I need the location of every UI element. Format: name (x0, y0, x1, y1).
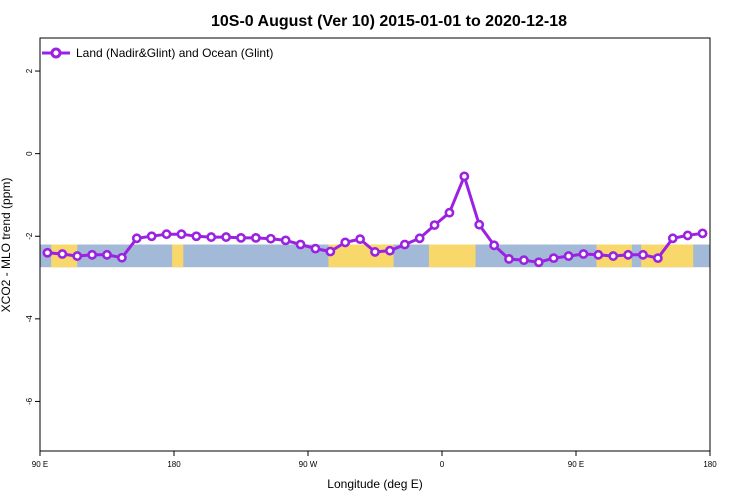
y-tick-label: -2 (25, 232, 34, 240)
data-point (593, 249, 604, 260)
y-tick-label: -6 (25, 397, 34, 405)
land-region (641, 244, 694, 268)
x-tick-label: 90 W (299, 460, 318, 469)
data-point (87, 249, 98, 260)
data-point (131, 233, 142, 244)
plot-frame (39, 37, 711, 452)
data-point (116, 252, 127, 263)
data-point (340, 237, 351, 248)
data-point (548, 253, 559, 264)
data-point (161, 229, 172, 240)
data-point (414, 233, 425, 244)
data-point (176, 229, 187, 240)
y-axis-label: XCO2 - MLO trend (ppm) (0, 178, 13, 313)
data-point (310, 243, 321, 254)
data-point (533, 257, 544, 268)
data-point (206, 232, 217, 242)
data-point (638, 249, 648, 260)
data-point (697, 228, 708, 239)
data-point (146, 231, 157, 242)
series-layer (42, 171, 708, 268)
land-region (172, 244, 184, 268)
legend-marker-swatch (50, 47, 62, 59)
legend: Land (Nadir&Glint) and Ocean (Glint) (42, 46, 273, 60)
data-point (623, 249, 634, 260)
data-point (563, 251, 574, 261)
axes: 90 E 180 90 W 0 90 E 180 2 0 -2 -4 -6 (25, 68, 717, 469)
x-tick-label: 90 E (32, 460, 48, 469)
data-point (429, 220, 440, 230)
data-point (682, 230, 693, 241)
data-point (518, 255, 529, 266)
data-point (102, 249, 112, 260)
data-point (504, 254, 514, 264)
data-point (42, 247, 53, 258)
data-point (295, 239, 306, 250)
data-point (667, 233, 678, 244)
data-point (72, 251, 83, 261)
x-axis-label: Longitude (deg E) (327, 477, 422, 491)
x-tick-label: 180 (703, 460, 717, 469)
y-tick-label: 0 (25, 151, 34, 156)
legend-label: Land (Nadir&Glint) and Ocean (Glint) (76, 46, 273, 60)
data-point (459, 171, 470, 182)
y-tick-label: -4 (25, 315, 34, 323)
data-point (191, 231, 202, 242)
data-point (474, 219, 485, 230)
data-point (355, 234, 366, 245)
data-point (280, 235, 291, 246)
data-point (250, 232, 261, 243)
data-point (399, 239, 410, 250)
chart-title: 10S-0 August (Ver 10) 2015-01-01 to 2020… (211, 13, 567, 30)
data-point (652, 253, 663, 264)
x-tick-label: 0 (440, 460, 445, 469)
data-point (236, 232, 246, 243)
data-point (57, 249, 68, 259)
data-point (444, 207, 455, 218)
y-tick-label: 2 (25, 68, 34, 73)
data-point (370, 247, 380, 257)
data-point (489, 240, 500, 251)
data-point (384, 245, 395, 256)
data-point (608, 251, 619, 261)
data-point (578, 249, 589, 259)
land-region (428, 244, 476, 268)
data-point (221, 232, 232, 242)
x-tick-label: 90 E (568, 460, 584, 469)
data-point (265, 233, 276, 244)
data-point (325, 246, 336, 257)
x-tick-label: 180 (167, 460, 181, 469)
